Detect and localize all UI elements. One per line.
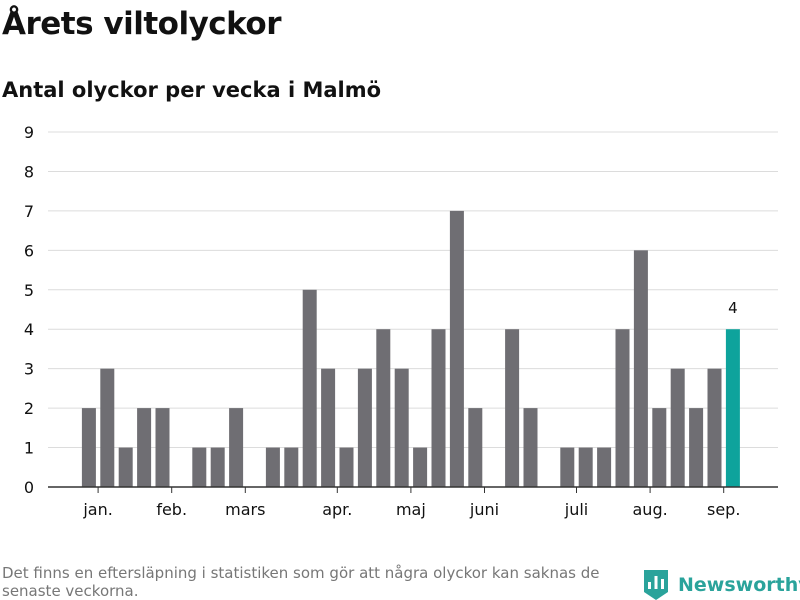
bar bbox=[100, 368, 115, 487]
x-tick-label: juli bbox=[564, 500, 588, 519]
bar bbox=[707, 368, 722, 487]
y-tick-label: 2 bbox=[24, 399, 34, 418]
bar bbox=[578, 447, 593, 487]
bar bbox=[725, 329, 740, 487]
bar bbox=[689, 408, 704, 487]
bar bbox=[155, 408, 170, 487]
bar bbox=[505, 329, 520, 487]
bar bbox=[210, 447, 225, 487]
bar bbox=[137, 408, 152, 487]
y-tick-label: 4 bbox=[24, 320, 34, 339]
bar bbox=[265, 447, 280, 487]
bar bbox=[81, 408, 96, 487]
bar bbox=[284, 447, 299, 487]
chart-title: Årets viltolyckor bbox=[2, 6, 282, 42]
bar-chart-logo-icon bbox=[644, 570, 668, 600]
bar-chart: 0 1 2 3 4 5 6 7 8 9 4 jan. feb. mars apr. maj juni juli au… bbox=[24, 123, 778, 519]
x-tick-label: mars bbox=[225, 500, 265, 519]
x-tick-label: maj bbox=[396, 500, 426, 519]
x-tick-label: feb. bbox=[156, 500, 187, 519]
bar bbox=[321, 368, 336, 487]
y-tick-label: 1 bbox=[24, 439, 34, 458]
bar bbox=[431, 329, 446, 487]
bar bbox=[413, 447, 428, 487]
y-tick-label: 7 bbox=[24, 202, 34, 221]
x-tick-label: juni bbox=[469, 500, 499, 519]
data-label: 4 bbox=[728, 299, 738, 317]
footnote: Det finns en eftersläpning i statistiken… bbox=[2, 564, 600, 600]
bar bbox=[633, 250, 648, 487]
x-tick-label: apr. bbox=[322, 500, 352, 519]
y-tick-label: 0 bbox=[24, 478, 34, 497]
y-tick-label: 6 bbox=[24, 241, 34, 260]
brand-name: Newsworthy bbox=[678, 574, 800, 596]
bar bbox=[192, 447, 207, 487]
bar bbox=[376, 329, 391, 487]
x-tick-label: sep. bbox=[707, 500, 740, 519]
y-tick-label: 5 bbox=[24, 281, 34, 300]
bar bbox=[615, 329, 630, 487]
x-tick-label: jan. bbox=[82, 500, 112, 519]
bar bbox=[468, 408, 483, 487]
y-tick-label: 3 bbox=[24, 360, 34, 379]
bar bbox=[597, 447, 612, 487]
bar bbox=[449, 210, 464, 487]
chart-subtitle: Antal olyckor per vecka i Malmö bbox=[2, 78, 382, 102]
y-tick-label: 8 bbox=[24, 162, 34, 181]
bar bbox=[560, 447, 575, 487]
x-tick-label: aug. bbox=[633, 500, 668, 519]
y-tick-label: 9 bbox=[24, 123, 34, 142]
brand-logo[interactable]: Newsworthy bbox=[644, 570, 800, 600]
bar bbox=[339, 447, 354, 487]
bar bbox=[357, 368, 372, 487]
bar bbox=[394, 368, 409, 487]
bar bbox=[118, 447, 133, 487]
bar bbox=[229, 408, 244, 487]
bar bbox=[670, 368, 685, 487]
bar bbox=[302, 289, 317, 487]
bar bbox=[652, 408, 667, 487]
bar bbox=[523, 408, 538, 487]
